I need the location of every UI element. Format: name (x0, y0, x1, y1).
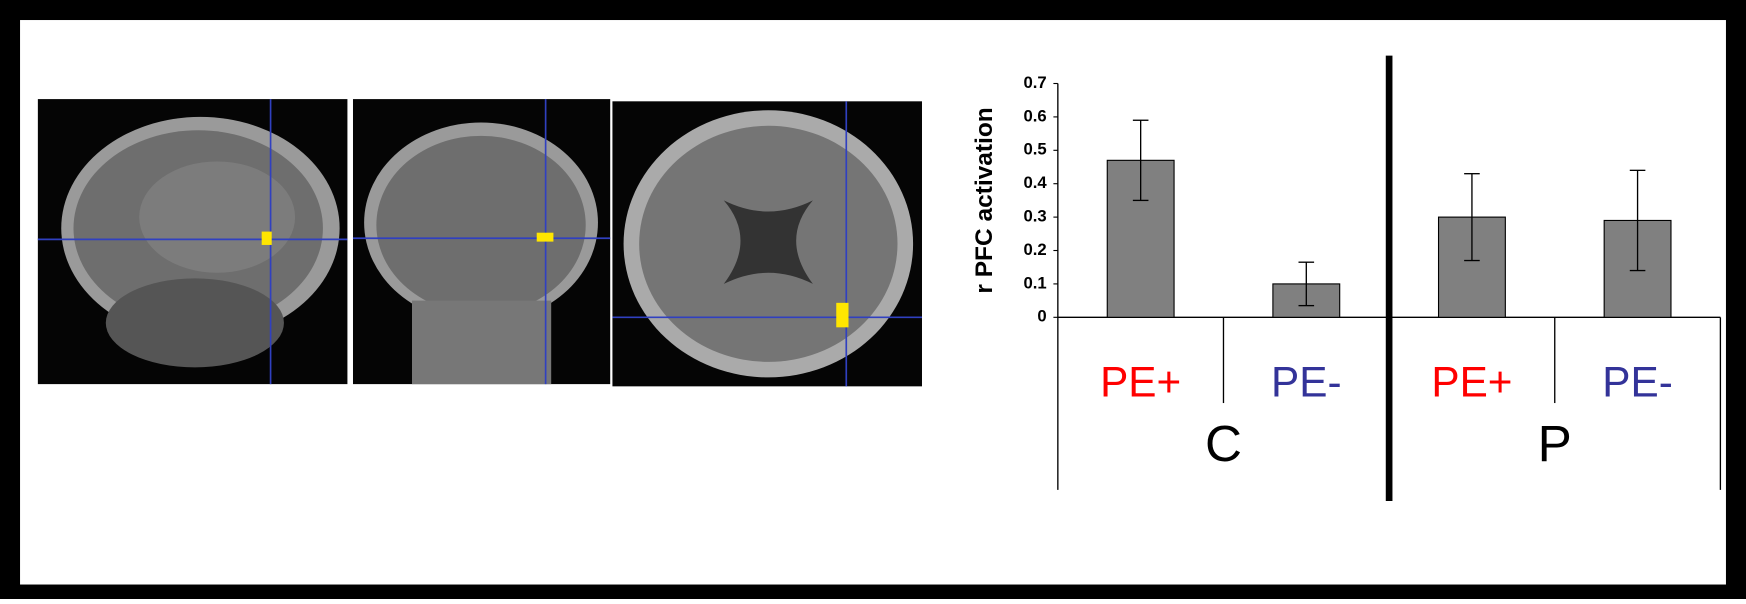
brain-axial (612, 101, 922, 386)
y-tick-label: 0.5 (1024, 140, 1047, 159)
y-tick-label: 0.2 (1024, 240, 1047, 259)
page: {"chart_data": {"type": "bar", "y_label"… (0, 0, 1746, 599)
y-tick-label: 0.4 (1024, 173, 1048, 192)
brain-sagittal (38, 99, 348, 384)
y-tick-label: 0.7 (1024, 73, 1047, 92)
figure: r PFC activation 0 0.1 0.2 0.3 0.4 0.5 0.6 0.7 P… (0, 0, 1746, 599)
x-tick-label: PE+ (1431, 358, 1512, 405)
x-tick-label: PE- (1271, 358, 1342, 405)
y-tick-label: 0 (1037, 307, 1046, 326)
y-tick-label: 0.1 (1024, 273, 1047, 292)
group-label: C (1205, 415, 1242, 472)
brain-coronal (353, 99, 610, 384)
group-label: P (1538, 415, 1572, 472)
x-tick-label: PE- (1602, 358, 1673, 405)
y-tick-label: 0.6 (1024, 106, 1047, 125)
x-tick-label: PE+ (1100, 358, 1181, 405)
y-axis-label: r PFC activation (971, 107, 998, 293)
y-tick-label: 0.3 (1024, 207, 1047, 226)
